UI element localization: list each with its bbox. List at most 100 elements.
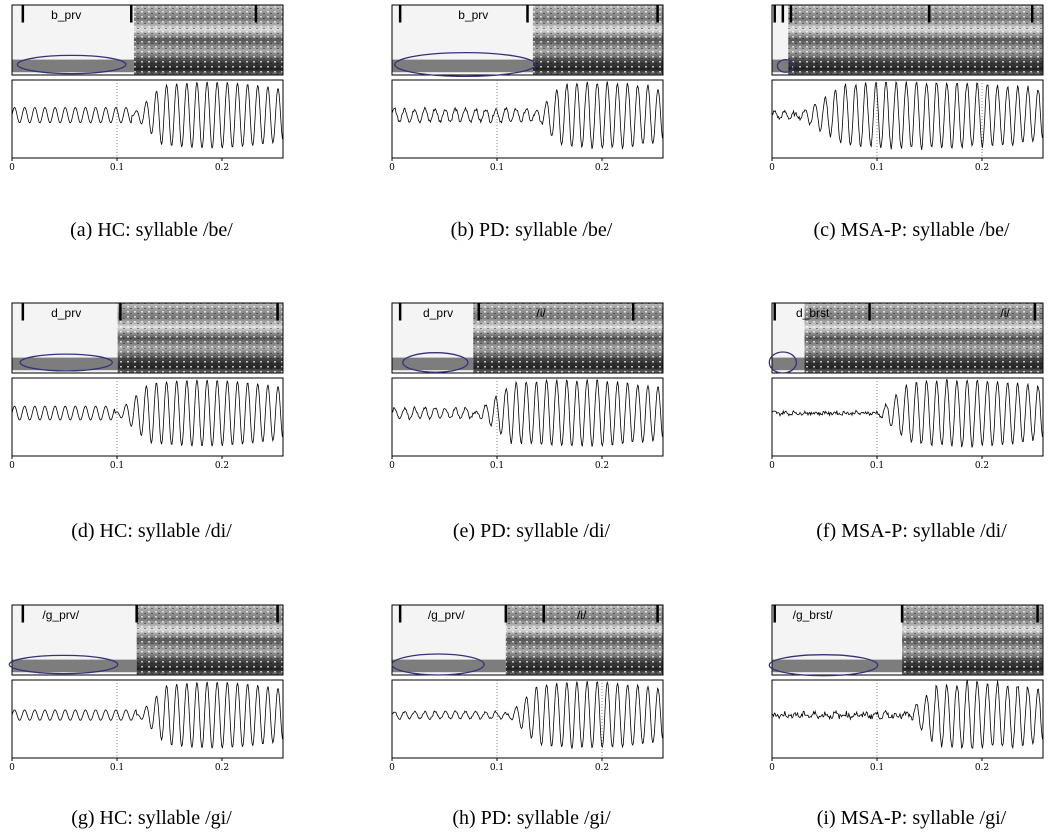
voice-bar xyxy=(12,357,118,371)
tick-label: 0.1 xyxy=(490,763,504,773)
segment-label: /i/ xyxy=(577,608,587,622)
waveform xyxy=(11,81,283,149)
tick-label: 0 xyxy=(769,163,775,173)
highlight xyxy=(402,352,469,373)
caption: (g) HC: syllable /gi/ xyxy=(71,807,232,829)
segment-label: b_prv xyxy=(51,8,81,22)
panel: b_prv 0 0.1 0.2 (a) HC: syllable /be/ xyxy=(9,4,284,241)
tick-label: 0.2 xyxy=(595,461,609,471)
spectrogram-texture xyxy=(788,5,1043,75)
caption: (h) PD: syllable /gi/ xyxy=(452,807,611,829)
waveform xyxy=(11,681,283,749)
caption: (c) MSA-P: syllable /be/ xyxy=(813,219,1010,241)
spectrogram-texture xyxy=(473,303,663,373)
tick-label: 0.1 xyxy=(870,763,884,773)
tick-label: 0.2 xyxy=(595,763,609,773)
spectrogram-frame xyxy=(11,302,284,374)
tick-label: 0.1 xyxy=(870,461,884,471)
highlight xyxy=(768,351,798,374)
waveform-frame xyxy=(391,679,664,759)
segment-label: d_prv xyxy=(51,306,81,320)
waveform xyxy=(771,679,1043,750)
panel: /g_prv/0 0.1 0.2 (g) HC: syllable /gi/ xyxy=(8,604,284,829)
tick-label: 0 xyxy=(389,763,395,773)
voice-bar xyxy=(392,357,474,371)
waveform-frame xyxy=(391,79,664,159)
caption: (b) PD: syllable /be/ xyxy=(451,219,613,241)
highlight xyxy=(391,653,485,676)
caption: (f) MSA-P: syllable /di/ xyxy=(816,520,1007,542)
highlight xyxy=(776,58,795,73)
tick-label: 0 xyxy=(769,461,775,471)
voice-bar xyxy=(772,659,903,673)
waveform xyxy=(391,81,663,150)
spectrogram-frame xyxy=(391,604,664,676)
tick-label: 0 xyxy=(769,763,775,773)
spectrogram-frame xyxy=(771,302,1044,374)
voice-bar xyxy=(392,59,533,73)
panel: d_brst/i/0 0.1 0.2 (f) MSA-P: syllable /di/ xyxy=(768,302,1044,542)
voice-bar xyxy=(12,659,137,673)
tick-label: 0.1 xyxy=(110,461,124,471)
spectrogram-texture xyxy=(902,605,1043,675)
waveform xyxy=(391,378,663,447)
caption: (d) HC: syllable /di/ xyxy=(71,520,232,542)
highlight xyxy=(16,54,127,75)
caption: (e) PD: syllable /di/ xyxy=(453,520,611,542)
tick-label: 0.2 xyxy=(215,163,229,173)
tick-label: 0.1 xyxy=(110,163,124,173)
waveform xyxy=(771,379,1043,448)
segment-label: /g_brst/ xyxy=(793,608,834,622)
segment-label: /i/ xyxy=(536,306,546,320)
tick-label: 0.1 xyxy=(490,163,504,173)
highlight xyxy=(19,353,113,372)
tick-label: 0.2 xyxy=(215,763,229,773)
spectrogram-frame xyxy=(771,4,1044,76)
tick-label: 0.2 xyxy=(975,763,989,773)
tick-label: 0 xyxy=(389,163,395,173)
tick-label: 0 xyxy=(9,461,15,471)
spectrogram-texture xyxy=(117,303,283,373)
caption: (i) MSA-P: syllable /gi/ xyxy=(817,807,1007,829)
spectrogram-texture xyxy=(136,605,283,675)
spectrogram-texture xyxy=(133,5,283,75)
spectrogram-frame xyxy=(11,604,284,676)
waveform-frame xyxy=(11,679,284,759)
caption: (a) HC: syllable /be/ xyxy=(70,219,233,241)
tick-label: 0.2 xyxy=(215,461,229,471)
panel: b_prv 0 0.1 0.2 (b) PD: syllable /be/ xyxy=(389,4,664,241)
voice-bar xyxy=(392,659,506,673)
tick-label: 0 xyxy=(9,163,15,173)
segment-label: /g_prv/ xyxy=(428,608,465,622)
panel: 0 0.1 0.2 (c) MSA-P: syllable /be/ xyxy=(769,4,1044,241)
waveform xyxy=(771,80,1043,151)
tick-label: 0.1 xyxy=(490,461,504,471)
spectrogram-texture xyxy=(532,5,663,75)
spectrogram-frame xyxy=(391,302,664,374)
spectrogram-texture xyxy=(804,303,1043,373)
spectrogram-texture xyxy=(505,605,663,675)
tick-label: 0.2 xyxy=(975,461,989,471)
voice-bar xyxy=(772,59,789,73)
segment-label: /g_prv/ xyxy=(42,608,79,622)
tick-label: 0 xyxy=(9,763,15,773)
segment-label: /i/ xyxy=(1000,306,1010,320)
tick-label: 0.2 xyxy=(975,163,989,173)
highlight xyxy=(8,654,119,675)
tick-label: 0 xyxy=(389,461,395,471)
segment-label: d_brst xyxy=(796,306,830,320)
waveform-frame xyxy=(771,679,1044,759)
waveform xyxy=(391,680,663,749)
panel: d_prv/i/0 0.1 0.2 (e) PD: syllable /di/ xyxy=(389,302,664,542)
tick-label: 0.2 xyxy=(595,163,609,173)
spectrogram-frame xyxy=(771,604,1044,676)
tick-label: 0.1 xyxy=(870,163,884,173)
spectrogram-frame xyxy=(11,4,284,76)
panel: /g_brst/0 0.1 0.2 (i) MSA-P: syllable /gi/ xyxy=(768,604,1044,829)
waveform xyxy=(11,379,283,447)
voice-bar xyxy=(12,59,134,73)
voice-bar xyxy=(772,357,805,371)
segment-label: b_prv xyxy=(458,8,488,22)
segment-label: d_prv xyxy=(423,306,453,320)
panel: d_prv 0 0.1 0.2 (d) HC: syllable /di/ xyxy=(9,302,284,542)
